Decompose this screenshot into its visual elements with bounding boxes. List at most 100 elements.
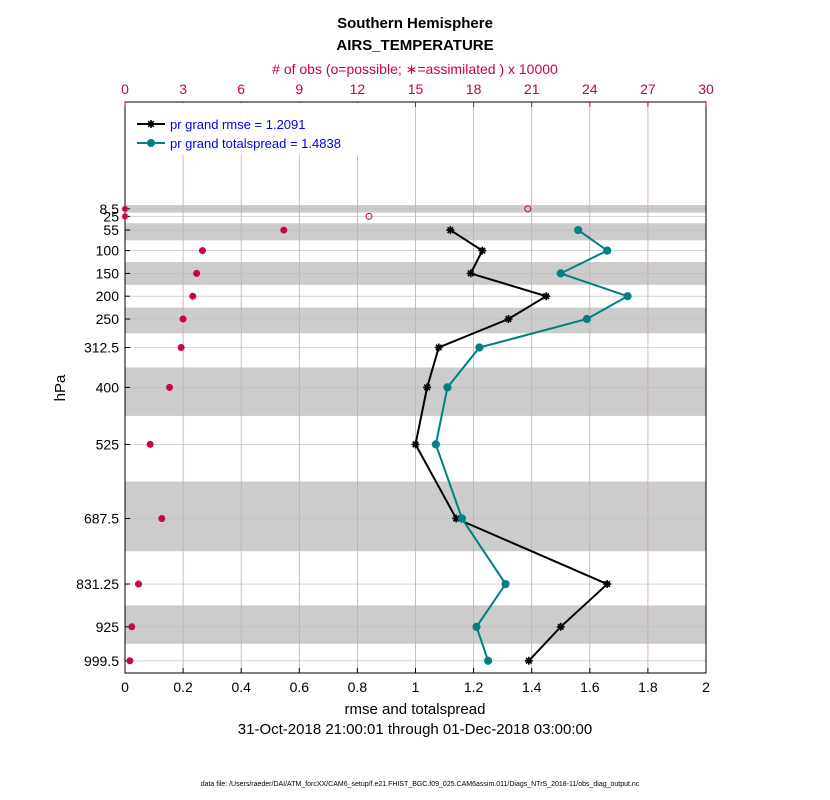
obs-axis-ticks: 0 3 6 9 12 15 18 21 24 27 30 bbox=[121, 81, 714, 107]
legend-rmse-marker-star-path bbox=[147, 120, 155, 128]
obs-tick-label: 15 bbox=[408, 81, 424, 97]
rmse-point bbox=[556, 622, 565, 631]
obs-assimilated-marker bbox=[158, 515, 165, 522]
x-tick-label: 0.6 bbox=[290, 679, 310, 695]
spread-point bbox=[501, 579, 510, 589]
rmse-point bbox=[542, 292, 551, 301]
x-tick-label: 0.8 bbox=[348, 679, 368, 695]
rmse-point-path bbox=[603, 580, 612, 589]
x-tick-label: 1.2 bbox=[464, 679, 484, 695]
obs-tick-label: 12 bbox=[350, 81, 366, 97]
chart-title-line1: Southern Hemisphere bbox=[337, 15, 493, 32]
rmse-point bbox=[434, 343, 443, 352]
rmse-point bbox=[603, 580, 612, 589]
obs-assimilated-marker bbox=[146, 441, 154, 448]
obs-assimilated-marker-path bbox=[189, 293, 196, 300]
obs-assimilated-marker-path bbox=[135, 580, 142, 588]
y-tick-label: 250 bbox=[96, 311, 120, 327]
obs-assimilated-marker bbox=[135, 580, 142, 588]
y-tick-label: 200 bbox=[96, 288, 120, 304]
rmse-point-path bbox=[504, 315, 513, 323]
obs-possible-marker bbox=[524, 205, 532, 213]
y-tick-label: 100 bbox=[96, 243, 120, 259]
data-file-footer: data file: /Users/raeder/DAI/ATM_forcXX/… bbox=[201, 781, 640, 788]
obs-possible-marker bbox=[365, 212, 373, 220]
obs-assimilated-marker bbox=[280, 226, 288, 234]
rmse-point-path bbox=[524, 656, 533, 665]
x-axis-ticks: 0 0.2 0.4 0.6 0.8 1 1.2 1.4 1.6 1.8 2 bbox=[121, 668, 710, 695]
y-tick-label: 55 bbox=[103, 222, 119, 238]
obs-assimilated-marker-path bbox=[146, 441, 154, 448]
legend: pr grand rmse = 1.2091 pr grand totalspr… bbox=[126, 103, 369, 155]
x-tick-label: 0.4 bbox=[231, 679, 251, 695]
obs-tick-label: 6 bbox=[237, 81, 245, 97]
y-tick-label: 925 bbox=[96, 619, 120, 635]
y-tick-label: 831.25 bbox=[76, 576, 119, 592]
spread-point bbox=[472, 622, 481, 631]
obs-assimilated-marker bbox=[193, 270, 200, 277]
legend-rmse-label: pr grand rmse = 1.2091 bbox=[170, 117, 306, 132]
x-tick-label: 1 bbox=[412, 679, 420, 695]
x-tick-label: 2 bbox=[702, 679, 710, 695]
obs-assimilated-marker bbox=[128, 623, 135, 630]
spread-point bbox=[475, 343, 484, 352]
rmse-point bbox=[466, 269, 475, 278]
rmse-line bbox=[414, 229, 610, 662]
x-tick-label: 0 bbox=[121, 679, 129, 695]
x-tick-label: 0.2 bbox=[173, 679, 193, 695]
spread-point bbox=[556, 269, 565, 278]
obs-assimilated-marker-path bbox=[166, 384, 173, 391]
rmse-point-path bbox=[478, 246, 487, 255]
spread-point bbox=[484, 656, 493, 665]
obs-tick-label: 24 bbox=[582, 81, 598, 97]
obs-tick-label: 0 bbox=[121, 81, 129, 97]
spread-point bbox=[431, 440, 440, 449]
x-axis-label: rmse and totalspread bbox=[345, 701, 486, 718]
obs-assimilated-marker-path bbox=[193, 270, 200, 277]
obs-assimilated-marker-path bbox=[158, 515, 165, 522]
obs-tick-label: 21 bbox=[524, 81, 540, 97]
rmse-point bbox=[452, 514, 461, 523]
chart-title-line2: AIRS_TEMPERATURE bbox=[336, 37, 493, 54]
legend-spread-marker bbox=[147, 139, 155, 147]
obs-tick-label: 27 bbox=[640, 81, 656, 97]
rmse-point-path bbox=[446, 226, 455, 235]
spread-point bbox=[457, 514, 467, 523]
rmse-point bbox=[423, 383, 432, 392]
rmse-point-path bbox=[556, 622, 565, 631]
spread-point bbox=[443, 383, 452, 392]
y-tick-label: 525 bbox=[96, 436, 120, 452]
obs-assimilated-marker-path bbox=[280, 226, 288, 234]
obs-assimilated-marker bbox=[199, 247, 206, 254]
y-tick-label: 8.5 bbox=[100, 201, 120, 217]
rmse-point-path bbox=[542, 292, 551, 301]
obs-assimilated-marker-path bbox=[179, 315, 187, 323]
obs-markers bbox=[121, 205, 532, 665]
legend-spread-label: pr grand totalspread = 1.4838 bbox=[170, 136, 341, 151]
obs-tick-label: 9 bbox=[295, 81, 303, 97]
spread-point bbox=[623, 292, 632, 301]
x-tick-label: 1.8 bbox=[638, 679, 658, 695]
obs-tick-label: 18 bbox=[466, 81, 482, 97]
rmse-point-path bbox=[466, 269, 475, 278]
obs-assimilated-marker bbox=[121, 213, 129, 220]
obs-assimilated-marker-path bbox=[177, 344, 185, 351]
spread-point bbox=[582, 314, 591, 324]
rmse-point bbox=[478, 246, 487, 255]
rmse-point-path bbox=[452, 514, 461, 523]
y-tick-label: 150 bbox=[96, 265, 120, 281]
x-tick-label: 1.4 bbox=[522, 679, 542, 695]
obs-tick-label: 30 bbox=[698, 81, 714, 97]
rmse-point-path bbox=[411, 440, 420, 449]
y-tick-label: 687.5 bbox=[84, 511, 119, 527]
y-axis-label: hPa bbox=[52, 374, 69, 401]
spread-point bbox=[603, 246, 612, 255]
rmse-point bbox=[524, 656, 533, 665]
rmse-point-path bbox=[423, 383, 432, 392]
series-lines bbox=[411, 225, 632, 665]
y-tick-label: 999.5 bbox=[84, 653, 119, 669]
date-range: 31-Oct-2018 21:00:01 through 01-Dec-2018… bbox=[238, 721, 592, 738]
obs-assimilated-marker-path bbox=[199, 247, 206, 254]
